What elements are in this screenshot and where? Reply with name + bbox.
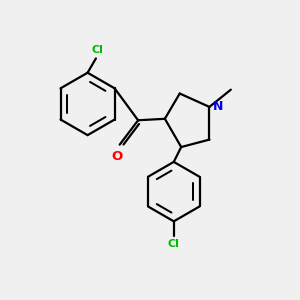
Text: N: N [213,100,224,113]
Text: Cl: Cl [91,46,103,56]
Text: O: O [112,150,123,163]
Text: Cl: Cl [168,238,180,249]
